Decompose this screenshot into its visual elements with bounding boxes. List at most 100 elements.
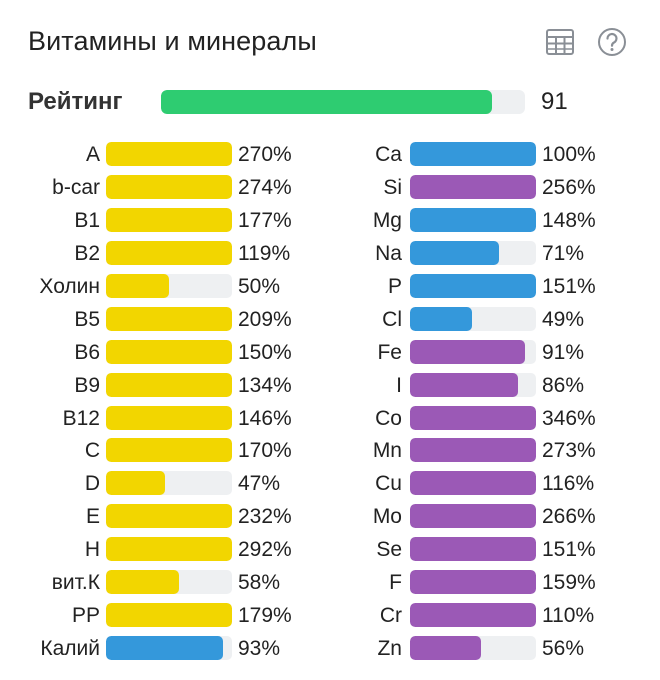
nutrient-bar-track <box>106 174 232 199</box>
nutrient-value: 274% <box>238 175 292 199</box>
nutrient-value: 150% <box>238 340 292 364</box>
nutrient-value: 209% <box>238 307 292 331</box>
rating-value: 91 <box>541 88 568 115</box>
nutrient-value: 100% <box>542 143 596 166</box>
nutrient-row: B12 146% <box>8 402 308 435</box>
nutrient-bar-fill <box>410 636 481 661</box>
nutrient-value: 47% <box>238 472 281 496</box>
nutrient-row: B5 209% <box>8 303 308 336</box>
nutrient-value: 110% <box>542 604 595 628</box>
nutrient-bar-track <box>106 537 232 562</box>
nutrient-row: Se 151% <box>308 533 608 566</box>
nutrient-bar-track <box>410 405 536 430</box>
nutrient-label: Co <box>375 406 402 430</box>
nutrient-row: Калий 93% <box>8 632 308 665</box>
nutrient-row: P 151% <box>308 270 608 303</box>
nutrient-bar-fill <box>410 339 525 364</box>
nutrient-value: 273% <box>542 439 596 463</box>
help-button[interactable] <box>592 22 632 62</box>
nutrient-bar-fill <box>106 339 232 364</box>
nutrient-bar-track <box>410 636 536 661</box>
nutrient-bar-fill <box>106 306 232 331</box>
nutrient-row: H 292% <box>8 533 308 566</box>
nutrient-row: Холин 50% <box>8 270 308 303</box>
nutrient-label: A <box>85 143 100 166</box>
nutrient-row: A 270% <box>8 138 308 171</box>
nutrient-label: Cr <box>379 604 402 628</box>
nutrient-value: 266% <box>542 505 596 529</box>
nutrient-bar-track <box>106 504 232 529</box>
nutrient-label: Cu <box>375 472 402 496</box>
nutrient-label: Холин <box>39 274 100 298</box>
nutrient-row: PP 179% <box>8 599 308 632</box>
nutrient-label: C <box>84 439 100 463</box>
nutrient-label: b-car <box>52 175 100 199</box>
nutrient-bar-fill <box>106 142 232 166</box>
nutrient-bar-fill <box>410 603 536 628</box>
vitamins-column: A 270% b-car 274% B1 177% B2 119% Холин 50% B5 209%… <box>8 138 308 665</box>
nutrient-bar-fill <box>106 372 232 397</box>
nutrient-label: Mg <box>372 208 402 232</box>
nutrient-value: 86% <box>542 373 585 397</box>
nutrient-bar-fill <box>410 306 472 331</box>
nutrient-value: 71% <box>542 241 585 265</box>
nutrient-label: Se <box>376 538 402 562</box>
nutrient-bar-track <box>410 339 536 364</box>
nutrient-bar-fill <box>410 504 536 529</box>
nutrient-bar-track <box>106 207 232 232</box>
nutrient-label: Ca <box>375 143 402 166</box>
rating-bar-fill <box>161 90 493 114</box>
nutrient-bar-track <box>410 372 536 397</box>
nutrient-bar-track <box>410 306 536 331</box>
nutrient-bar-fill <box>106 240 232 265</box>
nutrient-bar-track <box>410 471 536 496</box>
nutrient-bar-track <box>410 207 536 232</box>
nutrient-bar-track <box>410 570 536 595</box>
nutrient-row: B6 150% <box>8 336 308 369</box>
nutrient-row: Mo 266% <box>308 500 608 533</box>
nutrient-bar-track <box>410 174 536 199</box>
nutrient-label: B5 <box>74 307 100 331</box>
nutrient-bar-fill <box>410 405 536 430</box>
table-view-button[interactable] <box>540 22 580 62</box>
nutrient-value: 91% <box>542 340 585 364</box>
nutrient-bar-fill <box>410 570 536 595</box>
nutrient-value: 179% <box>238 604 292 628</box>
nutrient-value: 49% <box>542 307 585 331</box>
nutrient-row: B1 177% <box>8 204 308 237</box>
nutrient-row: I 86% <box>308 369 608 402</box>
nutrient-bar-track <box>106 471 232 496</box>
nutrient-label: PP <box>71 604 100 628</box>
nutrient-bar-fill <box>106 603 232 628</box>
nutrient-bar-fill <box>410 471 536 496</box>
nutrient-row: Cl 49% <box>308 303 608 336</box>
nutrient-row: Si 256% <box>308 171 608 204</box>
nutrient-bar-fill <box>410 438 536 463</box>
nutrient-value: 170% <box>238 439 292 463</box>
nutrient-bar-track <box>106 339 232 364</box>
nutrient-label: B2 <box>74 241 100 265</box>
nutrient-label: Si <box>383 175 402 199</box>
nutrient-bar-fill <box>106 636 224 661</box>
nutrient-bar-track <box>410 273 536 298</box>
table-icon <box>546 29 574 55</box>
nutrient-bar-fill <box>410 240 500 265</box>
nutrient-label: Fe <box>377 340 402 364</box>
nutrient-bar-fill <box>410 372 519 397</box>
nutrient-label: Cl <box>382 307 402 331</box>
nutrient-value: 177% <box>238 208 292 232</box>
card-title: Витамины и минералы <box>28 26 317 56</box>
nutrient-label: H <box>84 538 100 562</box>
nutrient-bar-fill <box>106 471 166 496</box>
nutrient-value: 159% <box>542 571 596 595</box>
nutrient-bar-track <box>410 240 536 265</box>
nutrient-label: F <box>389 571 402 595</box>
nutrient-label: B1 <box>74 208 100 232</box>
nutrient-label: P <box>387 274 402 298</box>
help-icon <box>598 28 626 56</box>
nutrient-bar-track <box>106 636 232 661</box>
nutrient-bar-fill <box>106 504 232 529</box>
nutrient-row: Ca 100% <box>308 138 608 171</box>
nutrient-bar-track <box>410 603 536 628</box>
nutrient-bar-track <box>106 142 232 166</box>
